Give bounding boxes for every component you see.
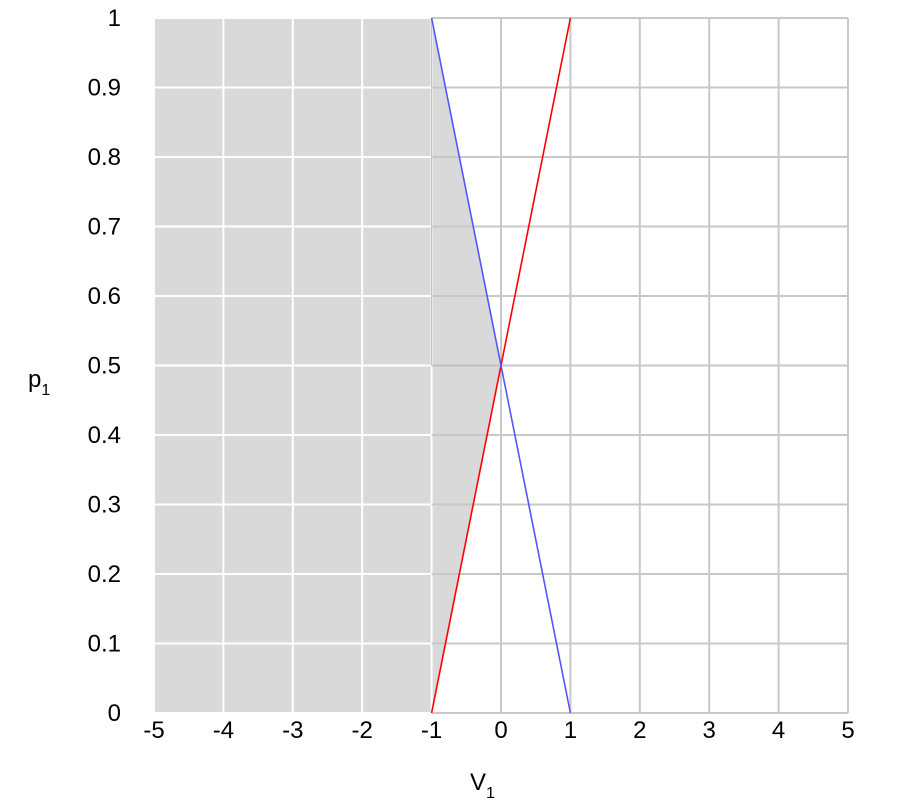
y-axis-label-subscript: 1 xyxy=(41,382,50,399)
series-line-2 xyxy=(430,17,572,714)
x-tick-label: 3 xyxy=(703,717,716,744)
y-tick-label: 0.6 xyxy=(88,283,121,310)
y-tick-labels: 0 0.1 0.2 0.3 0.4 0.5 0.6 0.7 0.8 0.9 1 xyxy=(88,5,121,727)
y-tick-label: 0.1 xyxy=(88,631,121,658)
x-tick-label: 5 xyxy=(841,717,854,744)
y-tick-label: 0 xyxy=(108,700,121,727)
y-tick-label: 0.9 xyxy=(88,75,121,102)
y-axis-label: p1 xyxy=(28,366,50,399)
y-axis-label-main: p xyxy=(28,366,41,393)
x-tick-label: -3 xyxy=(282,717,303,744)
x-axis-label: V1 xyxy=(470,769,495,802)
x-tick-labels: -5 -4 -3 -2 -1 0 1 2 3 4 5 xyxy=(143,717,854,744)
x-tick-label: 1 xyxy=(564,717,577,744)
x-tick-label: -4 xyxy=(213,717,234,744)
y-tick-label: 0.2 xyxy=(88,561,121,588)
grid-layer xyxy=(153,17,849,714)
x-tick-label: 2 xyxy=(633,717,646,744)
x-tick-label: -5 xyxy=(143,717,164,744)
x-tick-label: -2 xyxy=(352,717,373,744)
y-tick-label: 0.4 xyxy=(88,422,121,449)
y-tick-label: 0.3 xyxy=(88,492,121,519)
y-tick-label: 0.5 xyxy=(88,353,121,380)
series-layer xyxy=(430,17,572,714)
x-tick-label: 0 xyxy=(494,717,507,744)
y-tick-label: 0.7 xyxy=(88,214,121,241)
x-axis-label-subscript: 1 xyxy=(486,785,495,802)
x-tick-label: -1 xyxy=(421,717,442,744)
y-tick-label: 1 xyxy=(108,5,121,32)
y-tick-label: 0.8 xyxy=(88,144,121,171)
x-axis-label-main: V xyxy=(470,769,486,796)
x-tick-label: 4 xyxy=(772,717,785,744)
